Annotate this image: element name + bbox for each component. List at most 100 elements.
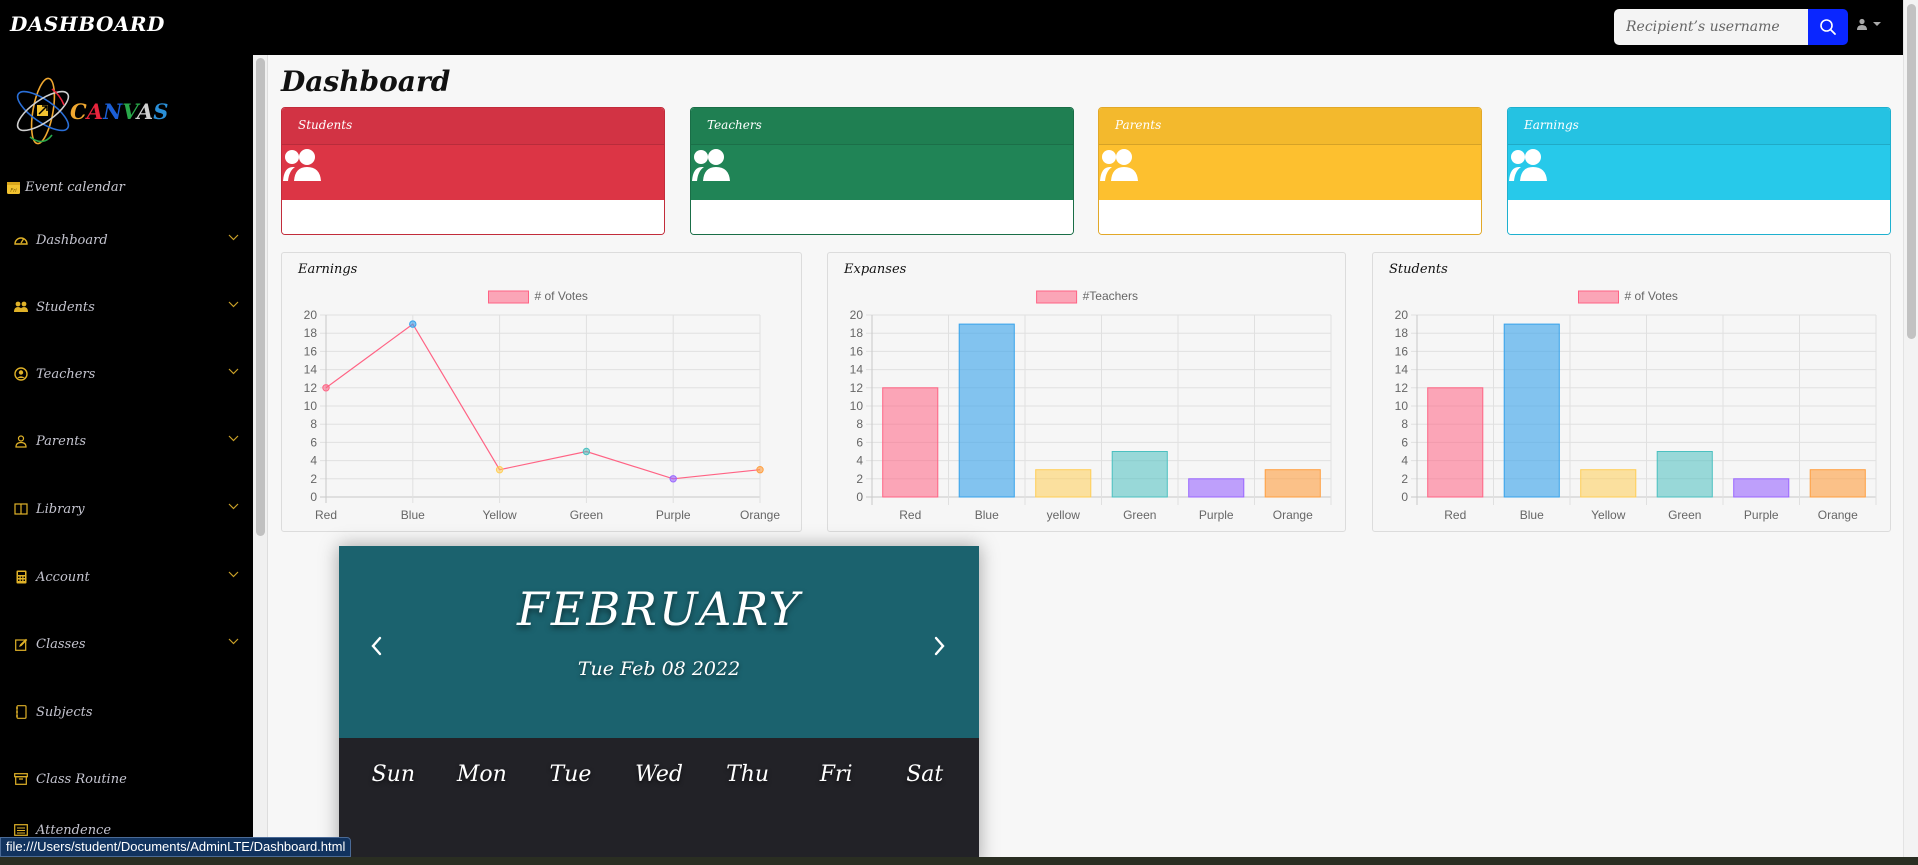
calendar-month: FEBRUARY [516,582,802,636]
stat-card-earnings[interactable]: Earnings [1507,107,1891,235]
main-content: Dashboard Students Teachers Parents Earn… [269,55,1903,857]
svg-text:yellow: yellow [1047,508,1081,522]
canvas-logo[interactable]: CANVAS [12,75,168,147]
event-calendar-link[interactable]: Fri Event calendar [7,180,125,195]
svg-text:0: 0 [1401,490,1408,504]
event-calendar-label: Event calendar [25,180,125,195]
sidebar: CANVAS Fri Event calendar Dashboard Stud… [0,55,253,857]
search-button[interactable] [1808,9,1848,45]
chevron-down-icon[interactable] [228,368,239,375]
svg-text:Blue: Blue [401,508,425,522]
chevron-down-icon[interactable] [228,638,239,645]
chevron-down-icon[interactable] [228,234,239,241]
svg-text:8: 8 [856,417,863,431]
stat-card-body [691,145,1073,200]
people-icon [283,149,321,181]
weekday-label: Tue [549,762,592,787]
students-chart-card: # of Votes 0 2 4 6 8 10 12 14 16 18 20 Red Blue Yellow… [1372,252,1891,532]
sidebar-item-students[interactable]: Students [14,295,239,319]
chevron-down-icon[interactable] [228,435,239,442]
weekday-label: Wed [635,762,683,787]
page-scrollbar[interactable] [1903,0,1918,857]
sidebar-item-class-routine[interactable]: Class Routine [14,767,239,791]
book-icon [14,502,28,516]
brand-title[interactable]: DASHBOARD [10,12,165,36]
sidebar-item-attendence[interactable]: Attendence [14,818,239,842]
people-icon [692,149,730,181]
svg-text:10: 10 [850,399,864,413]
earnings-line-chart[interactable]: # of Votes 0 2 4 6 8 10 12 14 16 18 20 Red Blue Yellow… [282,253,803,533]
svg-text:14: 14 [850,363,864,377]
svg-text:16: 16 [850,344,864,358]
svg-text:Yellow: Yellow [482,508,517,522]
svg-text:Purple: Purple [656,508,691,522]
svg-text:6: 6 [310,435,317,449]
svg-text:Blue: Blue [1520,508,1544,522]
stat-card-header: Students [282,108,664,145]
pencil-square-icon [14,637,28,651]
svg-text:12: 12 [1395,381,1409,395]
svg-text:12: 12 [304,381,318,395]
chevron-left-icon[interactable] [367,634,387,658]
svg-text:14: 14 [1395,363,1409,377]
person-icon [14,434,28,448]
page-scrollbar-thumb[interactable] [1907,4,1916,339]
svg-text:#Teachers: #Teachers [1083,289,1138,303]
svg-text:Green: Green [570,508,603,522]
svg-text:Fri: Fri [10,188,17,194]
calendar-icon: Fri [7,182,20,194]
sidebar-item-classes[interactable]: Classes [14,632,239,656]
user-dropdown[interactable] [1856,18,1881,30]
sidebar-item-account[interactable]: Account [14,565,239,589]
svg-text:Orange: Orange [740,508,780,522]
svg-text:# of Votes: # of Votes [1625,289,1678,303]
svg-text:2: 2 [856,472,863,486]
svg-text:20: 20 [1395,308,1409,322]
stat-card-footer [1508,200,1890,234]
svg-text:4: 4 [1401,454,1408,468]
speedometer-icon [14,233,28,247]
sidebar-item-subjects[interactable]: Subjects [14,700,239,724]
stat-card-body [1099,145,1481,200]
journal-icon [14,705,28,719]
svg-text:Yellow: Yellow [1591,508,1626,522]
stat-card-header: Parents [1099,108,1481,145]
svg-text:Green: Green [1123,508,1156,522]
students-bar-chart[interactable]: # of Votes 0 2 4 6 8 10 12 14 16 18 20 Red Blue Yellow… [1373,253,1892,533]
desktop-strip [0,857,1918,865]
sidebar-scrollbar[interactable] [253,55,268,857]
chevron-down-icon[interactable] [228,571,239,578]
stat-card-parents[interactable]: Parents [1098,107,1482,235]
svg-text:4: 4 [856,454,863,468]
sidebar-item-parents[interactable]: Parents [14,429,239,453]
calendar-widget: FEBRUARY Tue Feb 08 2022 Sun Mon Tue Wed… [339,546,979,857]
sidebar-item-library[interactable]: Library [14,497,239,521]
sidebar-item-dashboard[interactable]: Dashboard [14,228,239,252]
chevron-down-icon[interactable] [228,503,239,510]
weekday-label: Sun [371,762,415,787]
svg-text:18: 18 [304,326,318,340]
chevron-down-icon[interactable] [228,301,239,308]
svg-text:10: 10 [304,399,318,413]
expanses-bar-chart[interactable]: #Teachers 0 2 4 6 8 10 12 14 16 18 20 Red Blue yellow G… [828,253,1347,533]
svg-text:Orange: Orange [1818,508,1858,522]
stat-card-body [282,145,664,200]
stat-card-teachers[interactable]: Teachers [690,107,1074,235]
svg-text:Purple: Purple [1744,508,1779,522]
chevron-right-icon[interactable] [929,634,949,658]
chart-title: Expanses [844,262,907,277]
weekday-label: Sat [906,762,944,787]
page-title: Dashboard [281,65,451,98]
svg-text:6: 6 [1401,435,1408,449]
svg-text:8: 8 [1401,417,1408,431]
people-icon [14,300,28,314]
people-icon [1509,149,1547,181]
search-input[interactable] [1614,9,1808,45]
sidebar-item-teachers[interactable]: Teachers [14,362,239,386]
weekday-label: Mon [456,762,507,787]
svg-text:18: 18 [1395,326,1409,340]
stat-card-students[interactable]: Students [281,107,665,235]
weekday-label: Thu [726,762,770,787]
sidebar-scrollbar-thumb[interactable] [256,58,265,536]
stat-card-footer [691,200,1073,234]
